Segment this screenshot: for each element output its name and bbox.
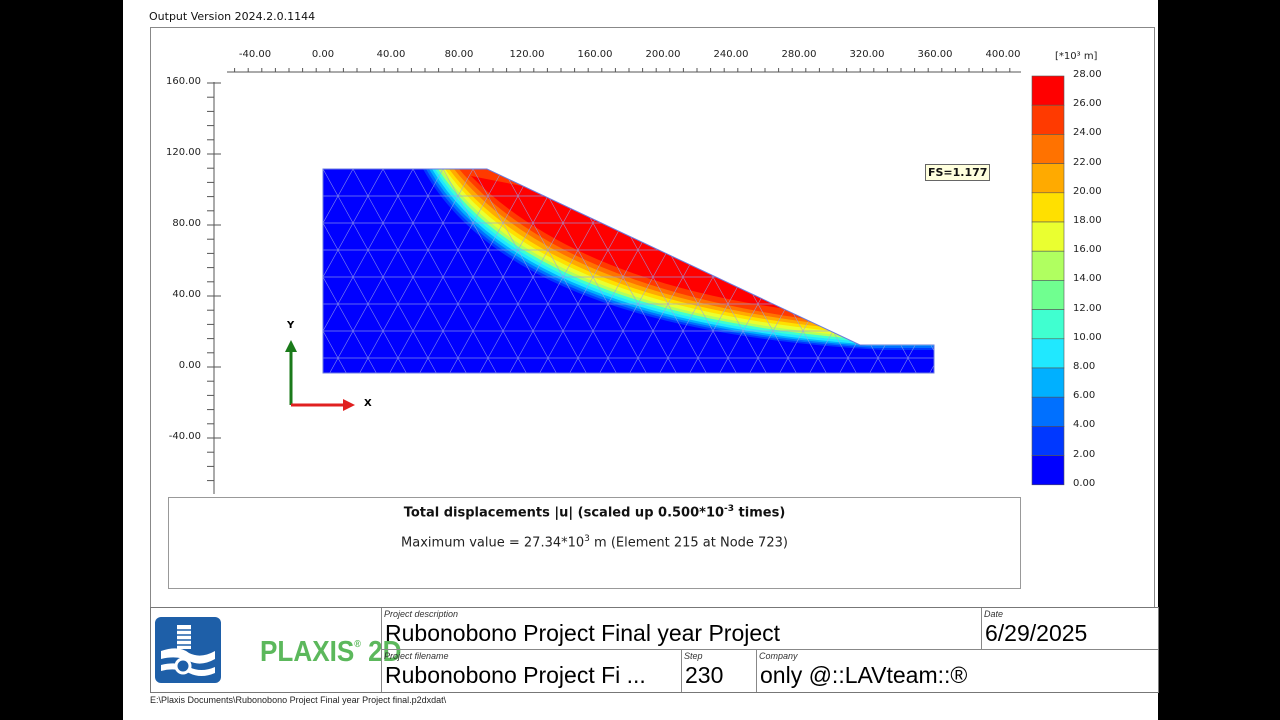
- plaxis-brand: PLAXIS® 2D: [260, 636, 402, 668]
- y-tick-label: 80.00: [172, 218, 201, 229]
- legend-value: 2.00: [1073, 448, 1096, 460]
- x-tick-label: -40.00: [238, 49, 272, 60]
- x-tick-label: 80.00: [444, 49, 474, 60]
- x-tick-label: 240.00: [713, 49, 749, 60]
- legend-value: 26.00: [1073, 98, 1102, 110]
- legend-value: 16.00: [1073, 244, 1102, 256]
- x-tick-label: 160.00: [577, 49, 613, 60]
- displacement-contour: [323, 169, 934, 373]
- x-tick-label: 400.00: [985, 49, 1021, 60]
- project-description-cell: Project description Rubonobono Project F…: [381, 608, 981, 650]
- axes-indicator: [285, 340, 355, 411]
- step-value: 230: [685, 662, 724, 688]
- x-tick-label: 360.00: [917, 49, 953, 60]
- y-axis-indicator-label: Y: [287, 320, 295, 331]
- y-tick-label: -40.00: [168, 431, 201, 442]
- x-axis-indicator-label: X: [364, 398, 372, 409]
- legend-value: 0.00: [1073, 477, 1096, 489]
- legend-value: 22.00: [1073, 156, 1102, 168]
- plaxis-logo-icon: [155, 617, 221, 683]
- legend-value: 8.00: [1073, 361, 1096, 372]
- y-tick-label: 40.00: [172, 289, 201, 300]
- legend-value: 12.00: [1073, 302, 1102, 314]
- legend-value: 24.00: [1073, 127, 1102, 139]
- company-value: only @::LAVteam::®: [760, 662, 968, 688]
- x-tick-label: 280.00: [781, 49, 817, 60]
- plot-frame: [150, 27, 1155, 608]
- y-tick-label: 160.00: [166, 76, 201, 87]
- title-block: PLAXIS® 2D Project description Rubonobon…: [150, 607, 1159, 693]
- step-cell: Step 230: [681, 650, 756, 692]
- legend-value: 14.00: [1073, 273, 1102, 285]
- x-tick-label: 0.00: [311, 49, 335, 60]
- y-tick-label: 0.00: [178, 360, 201, 371]
- date-cell: Date 6/29/2025: [981, 608, 1158, 650]
- legend-value: 6.00: [1073, 390, 1096, 402]
- x-tick-label: 320.00: [849, 49, 885, 60]
- date-value: 6/29/2025: [985, 620, 1088, 646]
- legend-value: 20.00: [1073, 185, 1102, 197]
- legend-colorbar: [1031, 75, 1065, 486]
- legend-value: 4.00: [1073, 419, 1096, 431]
- factor-of-safety-badge: FS=1.177: [925, 164, 991, 181]
- y-tick-label: 120.00: [166, 147, 201, 158]
- legend-unit: [*10³ m]: [1055, 51, 1098, 62]
- version-label: Output Version 2024.2.0.1144: [149, 10, 316, 23]
- x-tick-label: 200.00: [645, 49, 681, 60]
- file-path: E:\Plaxis Documents\Rubonobono Project F…: [150, 695, 447, 705]
- project-filename: Rubonobono Project Fi ...: [385, 662, 646, 688]
- project-filename-cell: Project filename Rubonobono Project Fi .…: [381, 650, 681, 692]
- company-cell: Company only @::LAVteam::®: [756, 650, 1158, 692]
- legend-value: 10.00: [1073, 331, 1102, 343]
- caption-maximum: Maximum value = 27.34*103 m (Element 215…: [401, 534, 788, 551]
- legend-value: 28.00: [1073, 69, 1102, 80]
- legend-value: 18.00: [1073, 215, 1102, 226]
- x-tick-label: 120.00: [509, 49, 545, 60]
- x-tick-label: 40.00: [376, 49, 406, 60]
- plot-canvas: [207, 68, 1065, 494]
- result-caption: Total displacements |u| (scaled up 0.500…: [168, 497, 1021, 589]
- output-page: Output Version 2024.2.0.1144: [123, 0, 1159, 720]
- project-description: Rubonobono Project Final year Project: [385, 620, 781, 646]
- caption-title: Total displacements |u| (scaled up 0.500…: [403, 504, 786, 521]
